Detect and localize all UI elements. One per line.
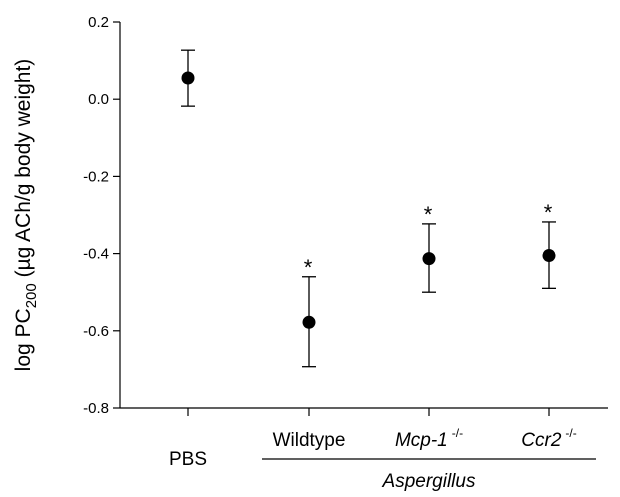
y-ticks: 0.2 0.0 -0.2 -0.4 -0.6 -0.8	[83, 14, 120, 417]
data-point	[543, 249, 556, 262]
data-point	[182, 71, 195, 84]
category-label: Ccr2 -/-	[521, 426, 576, 451]
y-axis-label-suffix: (µg ACh/g body weight)	[12, 59, 35, 284]
y-tick-label: -0.4	[83, 246, 109, 263]
y-axis-label-subscript: 200	[23, 283, 40, 308]
category-labels: PBS Wildtype Mcp-1 -/- Ccr2 -/-	[169, 426, 577, 470]
data-point	[303, 316, 316, 329]
significance-star: *	[304, 255, 313, 280]
significance-star: *	[544, 200, 553, 225]
significance-star: *	[424, 202, 433, 227]
y-axis: 0.2 0.0 -0.2 -0.4 -0.6 -0.8	[83, 14, 120, 417]
y-axis-label-prefix: log PC	[12, 308, 35, 371]
category-label: PBS	[169, 449, 207, 470]
x-ticks	[188, 408, 549, 416]
category-label: Mcp-1 -/-	[395, 426, 463, 451]
y-axis-label: log PC200 (µg ACh/g body weight)	[12, 59, 40, 372]
y-tick-label: 0.0	[88, 91, 109, 108]
y-tick-label: -0.6	[83, 323, 109, 340]
data-point	[423, 252, 436, 265]
data-marks: * * *	[181, 50, 556, 367]
y-tick-label: 0.2	[88, 14, 109, 31]
y-tick-label: -0.2	[83, 168, 109, 185]
category-label: Wildtype	[273, 430, 346, 451]
x-axis	[120, 408, 608, 416]
y-tick-label: -0.8	[83, 400, 109, 417]
group-label: Aspergillus	[382, 471, 476, 492]
